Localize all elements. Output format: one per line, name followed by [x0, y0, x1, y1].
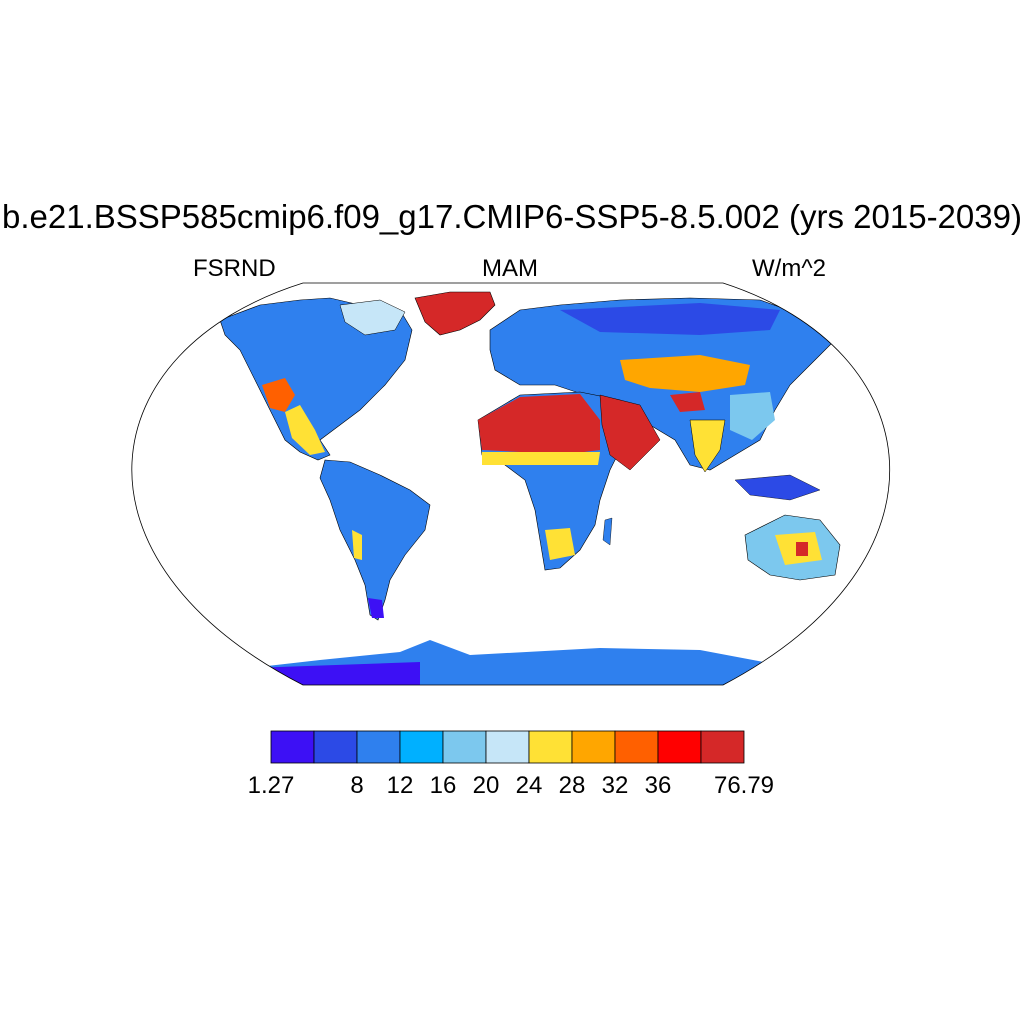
map-border — [131, 282, 891, 686]
colorbar-box — [657, 730, 702, 764]
colorbar-tick-label: 20 — [472, 772, 500, 799]
colorbar-box — [270, 730, 315, 764]
season-label: MAM — [482, 255, 538, 282]
sahel — [482, 452, 600, 465]
north-america — [219, 297, 413, 461]
mexico — [285, 405, 325, 455]
colorbar-tick-label: 76.79 — [713, 772, 775, 799]
colorbar-box — [614, 730, 659, 764]
colorbar-tick-label: 36 — [644, 772, 672, 799]
us-southwest — [262, 378, 295, 412]
sahara — [478, 394, 600, 455]
colorbar-box — [442, 730, 487, 764]
colorbar-tick-label: 28 — [558, 772, 586, 799]
colorbar-tick-label: 32 — [601, 772, 629, 799]
plot-title: b.e21.BSSP585cmip6.f09_g17.CMIP6-SSP5-8.… — [2, 198, 1022, 235]
maritime-asia — [734, 474, 821, 501]
india — [689, 419, 726, 473]
land-fields — [219, 291, 872, 685]
tibet — [670, 392, 705, 412]
colorbar-box — [700, 730, 745, 764]
units-label: W/m^2 — [752, 255, 826, 282]
colorbar-tick-label: 24 — [515, 772, 543, 799]
east-asia — [730, 392, 775, 440]
colorbar-box — [356, 730, 401, 764]
colorbar-tick-label: 12 — [386, 772, 414, 799]
colorbar-tick-label: 16 — [429, 772, 457, 799]
colorbar-tick-label: 8 — [350, 772, 364, 799]
patagonia — [368, 598, 384, 618]
canadian-arctic — [339, 299, 406, 336]
south-america — [319, 459, 431, 621]
australia-hotspot — [796, 542, 808, 556]
greenland — [414, 291, 496, 336]
colorbar-box — [313, 730, 358, 764]
colorbar-box — [399, 730, 444, 764]
colorbar-tick-label: 1.27 — [247, 772, 295, 799]
andes-yellow — [352, 530, 362, 560]
colorbar-box — [571, 730, 616, 764]
colorbar-box — [528, 730, 573, 764]
southern-africa — [545, 528, 575, 560]
colorbar-box — [485, 730, 530, 764]
arabian-peninsula — [599, 394, 661, 471]
siberia — [560, 303, 780, 335]
variable-label: FSRND — [193, 255, 276, 282]
central-asia — [620, 355, 750, 392]
madagascar — [602, 517, 613, 546]
